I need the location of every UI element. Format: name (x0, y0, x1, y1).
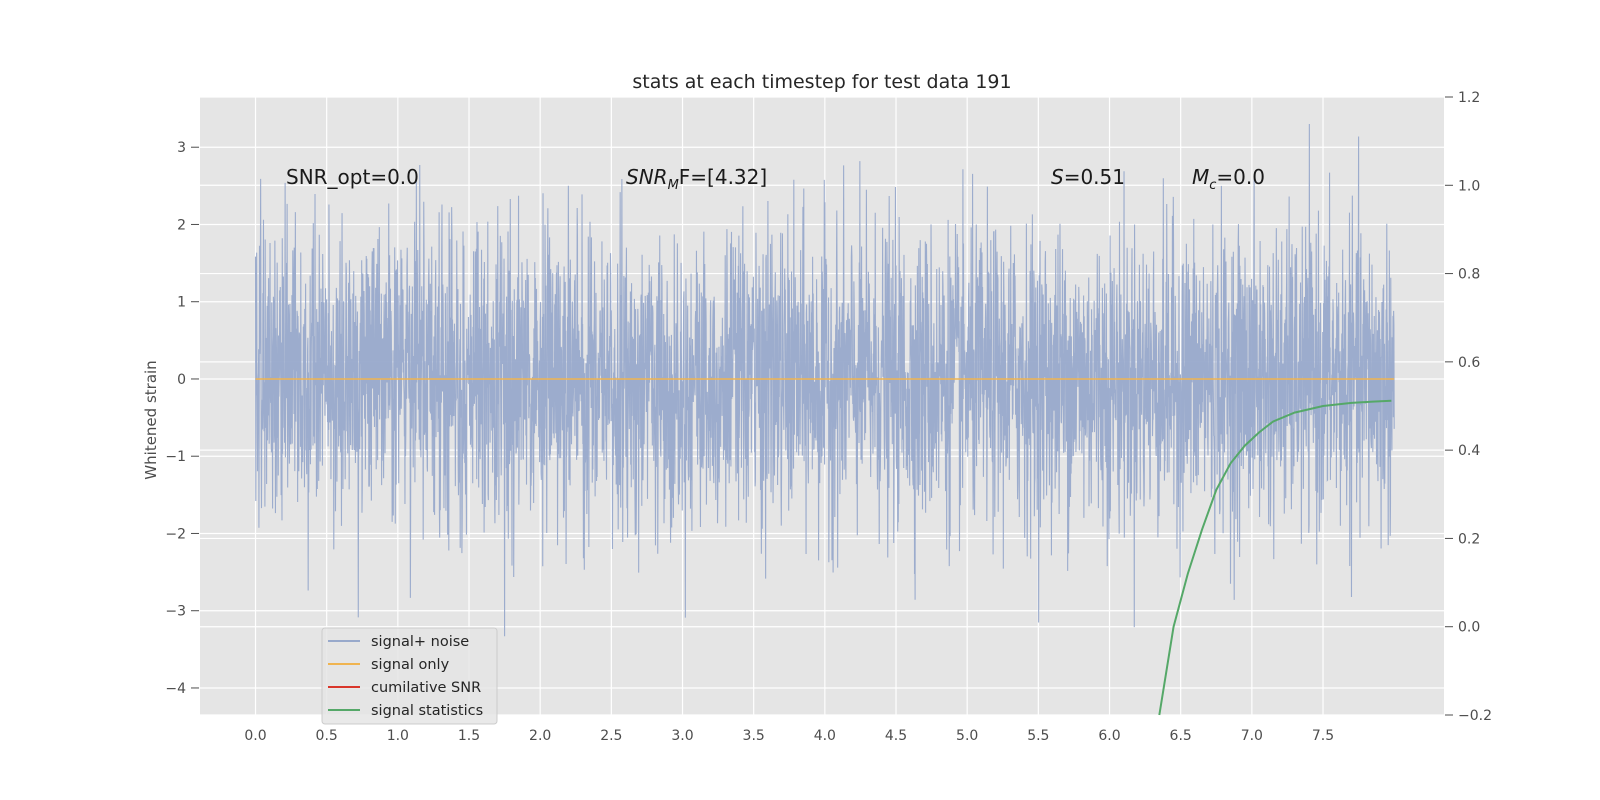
y2-tick-label: 0.4 (1458, 443, 1480, 459)
x-tick-label: 2.5 (600, 728, 622, 744)
y-tick-label: 3 (177, 140, 186, 156)
x-tick-label: 6.0 (1098, 728, 1120, 744)
y-tick-label: 2 (177, 217, 186, 233)
annotation-mc: Mc=0.0 (1192, 165, 1265, 193)
y-axis-label: Whitened strain (142, 360, 160, 479)
y-tick-labels: 3 2 1 0 −1 −2 −3 −4 (165, 140, 199, 697)
x-tick-label: 1.0 (387, 728, 409, 744)
y2-tick-label: 0.8 (1458, 267, 1480, 283)
x-tick-label: 0.0 (244, 728, 266, 744)
x-tick-label: 4.5 (885, 728, 907, 744)
y-tick-label: −3 (165, 604, 186, 620)
y-tick-label: −2 (165, 526, 186, 542)
y2-tick-label: −0.2 (1458, 708, 1492, 724)
y2-tick-labels: 1.2 1.0 0.8 0.6 0.4 0.2 0.0 −0.2 (1445, 90, 1492, 724)
y-tick-label: −1 (165, 449, 186, 465)
y2-tick-label: 0.6 (1458, 355, 1480, 371)
chart-title: stats at each timestep for test data 191 (632, 71, 1011, 93)
x-tick-label: 6.5 (1170, 728, 1192, 744)
x-tick-label: 0.5 (316, 728, 338, 744)
legend-box (321, 627, 498, 725)
y2-tick-label: 1.2 (1458, 90, 1480, 106)
series-signal-noise (254, 124, 1395, 637)
x-tick-label: 3.5 (743, 728, 765, 744)
x-tick-labels: 0.0 0.5 1.0 1.5 2.0 2.5 3.0 3.5 4.0 4.5 5.0 5.5 6.0 6… (244, 728, 1334, 744)
y-tick-label: 0 (177, 372, 186, 388)
series-signal-statistics (1158, 399, 1392, 716)
series-layer (254, 124, 1395, 716)
x-tick-label: 5.0 (956, 728, 978, 744)
y-tick-label: 1 (177, 295, 186, 311)
x-tick-label: 1.5 (458, 728, 480, 744)
x-tick-label: 2.0 (529, 728, 551, 744)
legend-label-cumulative-snr: cumilative SNR (371, 680, 481, 696)
annotation-s: S=0.51 (1051, 165, 1125, 189)
legend-label-signal-noise: signal+ noise (371, 634, 469, 650)
x-tick-label: 5.5 (1027, 728, 1049, 744)
y2-tick-label: 0.0 (1458, 620, 1480, 636)
annotation-snr-opt: SNR_opt=0.0 (286, 165, 419, 189)
y2-tick-label: 1.0 (1458, 178, 1480, 194)
y2-tick-label: 0.2 (1458, 531, 1480, 547)
x-tick-label: 7.5 (1312, 728, 1334, 744)
x-tick-label: 3.0 (671, 728, 693, 744)
legend-label-signal-only: signal only (371, 657, 450, 673)
legend-label-signal-statistics: signal statistics (371, 703, 483, 719)
legend: signal+ noise signal only cumilative SNR… (321, 627, 498, 725)
x-tick-label: 7.0 (1241, 728, 1263, 744)
annotation-snr-mf: SNRMF=[4.32] (626, 165, 767, 193)
y-tick-label: −4 (165, 681, 186, 697)
x-tick-label: 4.0 (814, 728, 836, 744)
